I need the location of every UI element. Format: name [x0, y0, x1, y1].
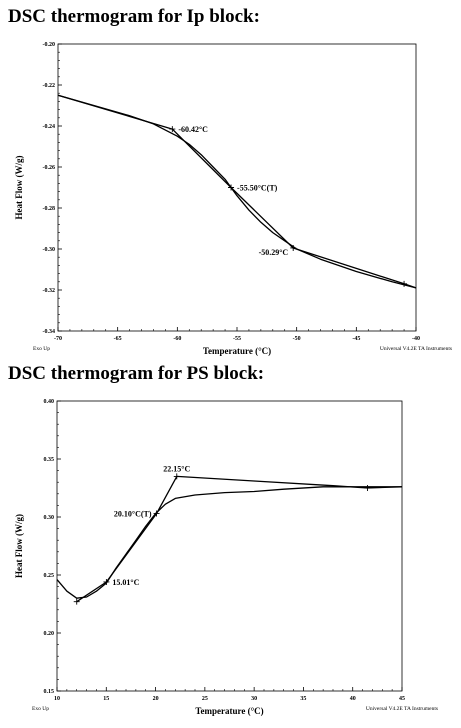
- y-tick-label: -0.22: [43, 83, 56, 89]
- x-tick-label: -65: [114, 336, 122, 342]
- analysis-marker: [364, 485, 371, 491]
- x-tick-label: -50: [293, 336, 301, 342]
- analysis-marker: [228, 184, 235, 191]
- transition-annotation: -50.29°C: [259, 248, 289, 257]
- x-tick-label: 25: [202, 696, 208, 702]
- analysis-marker: [103, 578, 110, 585]
- x-tick-label: -45: [352, 336, 360, 342]
- instrument-label: Universal V4.2E TA Instruments: [380, 346, 452, 352]
- transition-annotation: 15.01°C: [112, 578, 139, 587]
- y-tick-label: 0.15: [44, 689, 55, 695]
- instrument-label: Universal V4.2E TA Instruments: [366, 706, 438, 712]
- transition-annotation: 22.15°C: [163, 464, 190, 473]
- x-tick-label: -40: [412, 336, 420, 342]
- y-tick-label: -0.26: [43, 165, 56, 171]
- x-axis-title: Temperature (°C): [203, 346, 271, 356]
- x-tick-label: 40: [350, 696, 356, 702]
- analysis-marker: [290, 244, 297, 251]
- x-tick-label: -55: [233, 336, 241, 342]
- ps-block-heading: DSC thermogram for PS block:: [8, 363, 265, 384]
- plot-frame: [56, 400, 403, 692]
- transition-annotation: -60.42°C: [178, 125, 208, 134]
- tangent-construction-line: [76, 475, 403, 603]
- y-tick-label: 0.20: [44, 631, 55, 637]
- x-tick-label: -70: [54, 336, 62, 342]
- y-tick-label: 0.25: [44, 573, 55, 579]
- x-tick-label: 30: [251, 696, 257, 702]
- tangent-construction-line: [57, 94, 417, 289]
- x-tick-label: 20: [153, 696, 159, 702]
- x-tick-label: -60: [173, 336, 181, 342]
- ip-block-heading: DSC thermogram for Ip block:: [8, 6, 260, 27]
- ip-block-chart: -70 -65 -60 -55 -50 -45 -40 -0.34 -0.32 -0.30 -0.2…: [14, 42, 452, 356]
- analysis-marker: [173, 473, 180, 480]
- x-tick-label: 35: [300, 696, 306, 702]
- y-tick-label: -0.20: [43, 42, 56, 48]
- analysis-marker: [153, 510, 160, 517]
- exo-up-label: Exo Up: [33, 346, 50, 352]
- y-axis-title: Heat Flow (W/g): [14, 156, 24, 220]
- x-tick-label: 10: [54, 696, 60, 702]
- analysis-marker: [73, 598, 80, 605]
- x-tick-label: 15: [103, 696, 109, 702]
- x-tick-label: 45: [399, 696, 405, 702]
- transition-annotation: 20.10°C(T): [114, 510, 152, 519]
- y-tick-label: 0.35: [44, 457, 55, 463]
- y-tick-label: -0.28: [43, 206, 56, 212]
- y-tick-label: -0.24: [43, 124, 56, 130]
- y-axis-title: Heat Flow (W/g): [14, 514, 24, 578]
- transition-annotation: -55.50°C(T): [237, 184, 278, 193]
- y-tick-label: -0.30: [43, 247, 56, 253]
- analysis-marker: [401, 280, 408, 287]
- x-axis-title: Temperature (°C): [195, 706, 263, 716]
- heat-flow-curve: [56, 486, 402, 599]
- y-tick-label: -0.32: [43, 288, 56, 294]
- analysis-marker: [169, 126, 176, 133]
- ps-block-chart: 10 15 20 25 30 35 40 45 0.15 0.20 0.25 0.30 0.35 0.40…: [14, 399, 438, 716]
- y-tick-label: 0.40: [44, 399, 55, 405]
- exo-up-label: Exo Up: [32, 706, 49, 712]
- y-tick-label: -0.34: [43, 329, 56, 335]
- y-tick-label: 0.30: [44, 515, 55, 521]
